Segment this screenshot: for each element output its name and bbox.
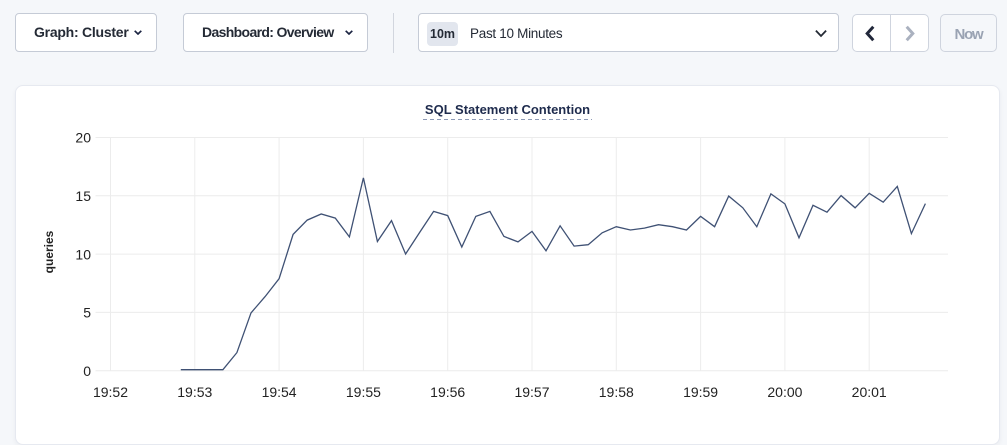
svg-text:19:54: 19:54 bbox=[262, 384, 297, 400]
svg-text:0: 0 bbox=[83, 363, 91, 379]
svg-text:20:00: 20:00 bbox=[767, 384, 802, 400]
svg-text:5: 5 bbox=[83, 305, 91, 321]
svg-text:queries: queries bbox=[42, 230, 56, 273]
svg-text:20:01: 20:01 bbox=[852, 384, 887, 400]
svg-text:10: 10 bbox=[75, 246, 91, 262]
svg-text:19:56: 19:56 bbox=[430, 384, 465, 400]
svg-text:15: 15 bbox=[75, 188, 91, 204]
svg-text:19:52: 19:52 bbox=[93, 384, 128, 400]
svg-text:20: 20 bbox=[75, 130, 91, 146]
svg-text:19:53: 19:53 bbox=[177, 384, 212, 400]
svg-text:19:58: 19:58 bbox=[599, 384, 634, 400]
svg-text:19:57: 19:57 bbox=[514, 384, 549, 400]
svg-text:19:59: 19:59 bbox=[683, 384, 718, 400]
svg-text:19:55: 19:55 bbox=[346, 384, 381, 400]
